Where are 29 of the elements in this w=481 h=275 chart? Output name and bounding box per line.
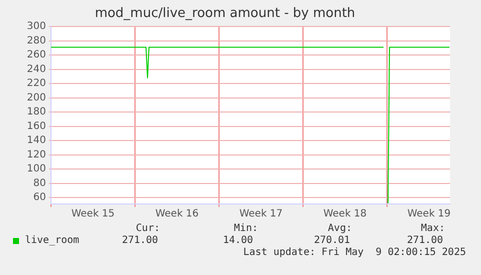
- x-tick-label: Week 17: [239, 208, 283, 220]
- text: 271.00: [120, 235, 160, 246]
- y-tick-label: 200: [26, 92, 46, 104]
- y-tick-label: 100: [26, 164, 46, 175]
- x-tick-label: Week 15: [71, 208, 115, 220]
- text: Min:: [232, 223, 258, 234]
- legend-label: live_room: [25, 235, 80, 246]
- text: Avg:: [326, 223, 352, 234]
- text: 270.01: [312, 235, 352, 246]
- y-tick-label: 220: [26, 78, 46, 90]
- x-tick-label: Week 18: [323, 208, 367, 220]
- x-tick-label: Week 16: [155, 208, 199, 220]
- text: 271.00: [406, 235, 444, 246]
- text: Max:: [420, 223, 445, 234]
- y-tick-label: 120: [26, 149, 46, 160]
- y-tick-label: 160: [26, 120, 46, 132]
- y-tick-label: 280: [26, 35, 46, 46]
- y-tick-label: 300: [26, 21, 46, 32]
- y-tick-label: 240: [26, 64, 46, 75]
- y-tick-label: 140: [26, 135, 46, 146]
- text: Last update: Fri May 9 02:00:15 2025: [243, 247, 466, 258]
- text: 14.00: [222, 235, 254, 246]
- y-tick-label: 60: [33, 192, 46, 204]
- y-tick-label: 260: [26, 50, 46, 61]
- chart-title: mod_muc/live_room amount - by month: [94, 6, 356, 22]
- y-tick-label: 180: [26, 106, 46, 118]
- text: Cur:: [134, 223, 160, 234]
- x-tick-label: Week 19: [407, 208, 451, 220]
- y-tick-label: 80: [33, 178, 46, 189]
